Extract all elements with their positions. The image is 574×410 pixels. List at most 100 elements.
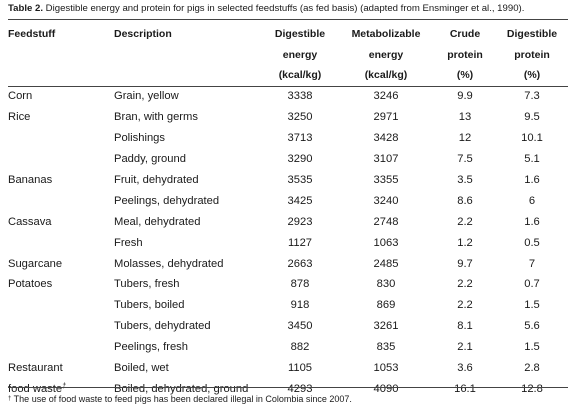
feedstuff-cell: Sugarcane — [8, 253, 114, 274]
crude-protein-cell: 2.2 — [434, 295, 496, 316]
header-dp-line-3: (%) — [523, 69, 541, 81]
header-digestible-energy: Digestible energy (kcal/kg) — [262, 24, 338, 86]
crude-protein-cell-text: 8.6 — [457, 194, 473, 207]
description-cell-text: Paddy, ground — [114, 153, 186, 166]
digestible-energy-cell: 918 — [262, 295, 338, 316]
metabolizable-energy-cell: 3107 — [338, 149, 434, 170]
header-feedstuff: Feedstuff — [8, 24, 108, 45]
crude-protein-cell: 13 — [434, 107, 496, 128]
digestible-protein-cell: 5.6 — [496, 316, 568, 337]
feedstuff-cell — [8, 149, 114, 170]
footnote-mark: † — [8, 396, 12, 402]
digestible-protein-cell-text: 7.3 — [524, 90, 540, 103]
digestible-protein-cell-text: 6 — [528, 194, 536, 207]
description-cell-text: Fruit, dehydrated — [114, 174, 199, 186]
metabolizable-energy-cell-text: 4090 — [373, 382, 399, 395]
digestible-energy-cell: 4293 — [262, 378, 338, 399]
table-row: food waste† Boiled, dehydrated, ground 429… — [8, 378, 568, 399]
table-label: Table 2. — [8, 3, 44, 14]
header-description-line: Description — [114, 28, 172, 40]
caption-text: Digestible energy and protein for pigs i… — [43, 3, 525, 14]
crude-protein-cell-text: 2.2 — [457, 278, 473, 291]
top-rule — [8, 19, 568, 20]
header-digestible-protein: Digestible protein (%) — [496, 24, 568, 86]
metabolizable-energy-cell-text: 3240 — [373, 194, 399, 207]
digestible-energy-cell-text: 4293 — [287, 382, 313, 395]
digestible-energy-cell: 3250 — [262, 107, 338, 128]
metabolizable-energy-cell: 1063 — [338, 232, 434, 253]
digestible-protein-cell: 7.3 — [496, 86, 568, 107]
crude-protein-cell: 9.7 — [434, 253, 496, 274]
table-body: Corn Grain, yellow 3338 3246 9.9 7.3 Rice Bran,… — [8, 86, 568, 399]
metabolizable-energy-cell-text: 835 — [376, 341, 396, 354]
digestible-energy-cell: 878 — [262, 274, 338, 295]
metabolizable-energy-cell: 830 — [338, 274, 434, 295]
metabolizable-energy-cell-text: 3246 — [373, 90, 399, 103]
description-cell: Peelings, fresh — [114, 337, 262, 358]
digestible-protein-cell-text: 1.5 — [524, 341, 540, 354]
digestible-energy-cell-text: 878 — [290, 278, 310, 291]
metabolizable-energy-cell: 3261 — [338, 316, 434, 337]
digestible-protein-cell: 1.5 — [496, 337, 568, 358]
digestible-protein-cell: 9.5 — [496, 107, 568, 128]
feedstuff-cell-text: Sugarcane — [8, 257, 63, 270]
digestible-protein-cell-text: 2.8 — [524, 362, 540, 375]
crude-protein-cell-text: 3.5 — [457, 174, 473, 186]
metabolizable-energy-cell-text: 3428 — [373, 132, 399, 145]
description-cell-text: Tubers, dehydrated — [114, 320, 211, 333]
metabolizable-energy-cell-text: 830 — [376, 278, 396, 291]
digestible-energy-cell: 2923 — [262, 211, 338, 232]
description-cell-text: Peelings, fresh — [114, 341, 189, 354]
feedstuff-footnote-mark: † — [62, 382, 67, 390]
digestible-energy-cell: 3425 — [262, 190, 338, 211]
metabolizable-energy-cell-text: 3355 — [373, 174, 399, 186]
digestible-protein-cell: 10.1 — [496, 128, 568, 149]
table-row: Sugarcane Molasses, dehydrated 2663 2485 9.7… — [8, 253, 568, 274]
feedstuff-cell — [8, 337, 114, 358]
feedstuff-cell-text: Cassava — [8, 215, 52, 228]
table-row: Tubers, dehydrated 3450 3261 8.1 5.6 — [8, 316, 568, 337]
digestible-energy-cell: 1127 — [262, 232, 338, 253]
crude-protein-cell-text: 16.1 — [454, 382, 476, 395]
header-me-line-2: energy — [368, 48, 404, 61]
header-cp-line-3: (%) — [456, 69, 474, 81]
description-cell-text: Tubers, fresh — [114, 278, 180, 291]
feedstuff-cell-text: Bananas — [8, 174, 53, 186]
crude-protein-cell: 1.2 — [434, 232, 496, 253]
digestible-energy-cell: 882 — [262, 337, 338, 358]
crude-protein-cell-text: 13 — [458, 111, 472, 124]
digestible-protein-cell-text: 0.7 — [524, 278, 540, 291]
crude-protein-cell-text: 2.2 — [457, 299, 473, 312]
digestible-energy-cell-text: 3250 — [287, 111, 313, 124]
digestible-energy-cell-text: 3535 — [287, 174, 313, 186]
digestible-energy-cell-text: 918 — [290, 299, 310, 312]
table-row: Corn Grain, yellow 3338 3246 9.9 7.3 — [8, 86, 568, 107]
digestible-protein-cell-text: 1.6 — [524, 174, 540, 186]
header-de-line-2: energy — [282, 48, 318, 61]
digestible-protein-cell-text: 1.5 — [524, 299, 540, 312]
metabolizable-energy-cell: 4090 — [338, 378, 434, 399]
digestible-protein-cell-text: 5.6 — [524, 320, 540, 333]
header-dp-line-2: protein — [514, 48, 550, 61]
crude-protein-cell: 8.1 — [434, 316, 496, 337]
digestible-protein-cell-text: 10.1 — [521, 132, 543, 145]
crude-protein-cell-text: 7.5 — [457, 153, 473, 166]
digestible-energy-cell-text: 1127 — [287, 236, 313, 249]
metabolizable-energy-cell: 2748 — [338, 211, 434, 232]
metabolizable-energy-cell-text: 1063 — [373, 236, 399, 249]
table-row: Paddy, ground 3290 3107 7.5 5.1 — [8, 149, 568, 170]
header-me-line-1: Metabolizable — [351, 28, 421, 40]
metabolizable-energy-cell-text: 3261 — [373, 320, 399, 333]
digestible-energy-cell-text: 3713 — [287, 132, 313, 145]
digestible-energy-cell-text: 3425 — [287, 194, 313, 207]
header-me-line-3: (kcal/kg) — [364, 69, 408, 81]
digestible-protein-cell: 1.6 — [496, 170, 568, 191]
digestible-energy-cell: 3450 — [262, 316, 338, 337]
digestible-protein-cell: 1.5 — [496, 295, 568, 316]
table-row: Peelings, dehydrated 3425 3240 8.6 6 — [8, 190, 568, 211]
crude-protein-cell-text: 2.2 — [457, 215, 473, 228]
crude-protein-cell: 7.5 — [434, 149, 496, 170]
description-cell-text: Grain, yellow — [114, 90, 179, 103]
digestible-protein-cell-text: 1.6 — [524, 215, 540, 228]
crude-protein-cell: 16.1 — [434, 378, 496, 399]
